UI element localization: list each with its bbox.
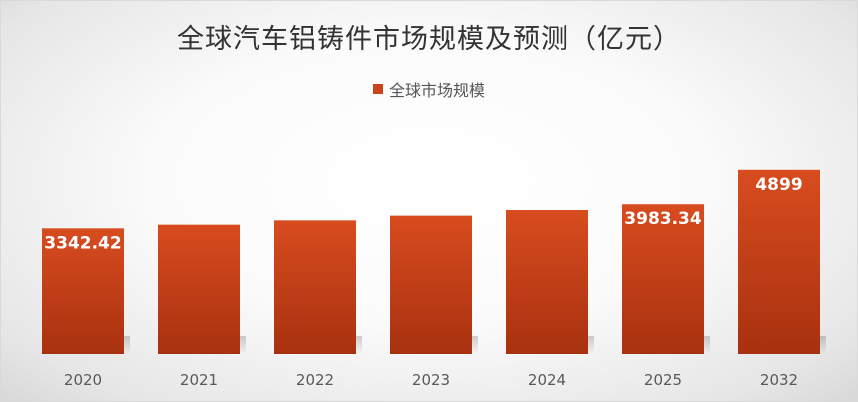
x-tick-2023: 2023 — [412, 371, 450, 389]
data-labels-group: 3342.42 3983.34 4899 — [44, 175, 802, 254]
bar-2025 — [622, 204, 704, 354]
data-label-2025: 3983.34 — [624, 209, 702, 229]
x-tick-2022: 2022 — [296, 371, 334, 389]
bar-2023 — [390, 215, 472, 354]
x-tick-2024: 2024 — [528, 371, 566, 389]
bar-2020 — [42, 228, 124, 354]
bar-2022 — [274, 220, 356, 354]
chart-legend: 全球市场规模 — [1, 77, 857, 101]
x-tick-2021: 2021 — [180, 371, 218, 389]
data-label-2032: 4899 — [755, 175, 802, 195]
x-tick-2025: 2025 — [644, 371, 682, 389]
bars-group — [42, 169, 826, 354]
bar-2032 — [738, 169, 820, 354]
bar-2021 — [158, 224, 240, 354]
data-label-2020: 3342.42 — [44, 233, 121, 253]
chart-title: 全球汽车铝铸件市场规模及预测（亿元） — [177, 24, 681, 55]
legend-swatch — [372, 84, 383, 94]
x-tick-2032: 2032 — [760, 371, 798, 389]
legend-label: 全球市场规模 — [388, 81, 485, 100]
x-axis-ticks: 2020 2021 2022 2023 2024 2025 2032 — [64, 371, 798, 389]
x-tick-2020: 2020 — [64, 371, 102, 389]
bar-2024 — [506, 209, 588, 354]
